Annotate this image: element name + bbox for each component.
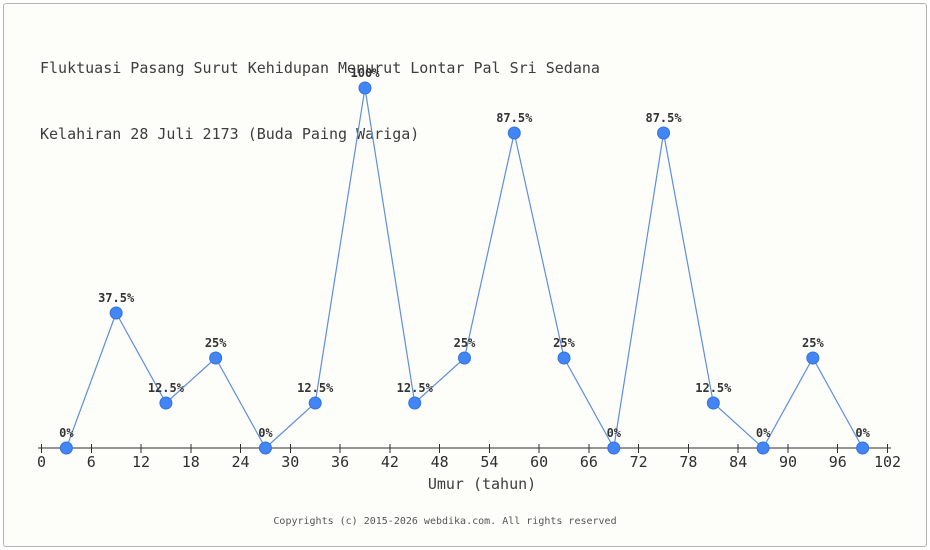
line-chart: 0 6 12 18 24 30 36 42 48 54 60 66 72 78 84 90 96 102 0% 37.… <box>37 66 901 471</box>
data-point <box>806 351 820 365</box>
x-tick-label: 6 <box>87 453 96 471</box>
data-point <box>706 396 720 410</box>
data-point-label: 0% <box>59 426 74 440</box>
x-tick-label: 78 <box>679 453 697 471</box>
data-point-label: 0% <box>855 426 870 440</box>
x-tick-label: 48 <box>431 453 449 471</box>
x-tick-label: 96 <box>829 453 847 471</box>
data-point <box>258 441 272 455</box>
data-point <box>856 441 870 455</box>
chart-title-line2: Kelahiran 28 Juli 2173 (Buda Paing Warig… <box>40 125 420 143</box>
x-tick-label: 102 <box>874 453 901 471</box>
data-point-label: 100% <box>351 66 381 80</box>
data-point-label: 87.5% <box>496 111 533 125</box>
data-point <box>657 126 671 140</box>
data-point <box>458 351 471 365</box>
data-point-label: 12.5% <box>148 381 185 395</box>
data-point <box>209 351 223 365</box>
data-point-label: 37.5% <box>98 291 135 305</box>
data-point-label: 12.5% <box>695 381 732 395</box>
chart-title-line1: Fluktuasi Pasang Surut Kehidupan Menurut… <box>40 59 600 77</box>
data-point-label: 25% <box>205 336 227 350</box>
data-point-label: 0% <box>756 426 771 440</box>
x-tick-label: 36 <box>331 453 349 471</box>
data-point <box>507 126 521 140</box>
x-tick-label: 24 <box>232 453 250 471</box>
x-tick-label: 54 <box>480 453 498 471</box>
copyright-text: Copyrights (c) 2015-2026 webdika.com. Al… <box>273 516 617 527</box>
x-tick-label: 66 <box>580 453 598 471</box>
x-tick-label: 12 <box>132 453 150 471</box>
data-point <box>358 81 372 95</box>
data-point-label: 87.5% <box>645 111 682 125</box>
data-point <box>607 441 621 455</box>
data-point-label: 12.5% <box>297 381 334 395</box>
x-tick-label: 90 <box>779 453 797 471</box>
data-point <box>59 441 73 455</box>
data-point-label: 25% <box>802 336 824 350</box>
data-point-label: 0% <box>258 426 273 440</box>
data-point <box>756 441 770 455</box>
x-tick-label: 42 <box>381 453 399 471</box>
chart-page: Fluktuasi Pasang Surut Kehidupan Menurut… <box>3 3 927 547</box>
data-point-label: 25% <box>553 336 575 350</box>
chart-title: Fluktuasi Pasang Surut Kehidupan Menurut… <box>40 13 600 189</box>
x-axis-label: Umur (tahun) <box>427 475 537 493</box>
data-point-label: 25% <box>454 336 476 350</box>
x-tick-label: 84 <box>729 453 747 471</box>
data-line <box>65 87 864 450</box>
data-point <box>109 306 123 320</box>
x-tick-label: 72 <box>630 453 648 471</box>
data-point <box>408 396 422 410</box>
data-point <box>557 351 571 365</box>
x-tick-label: 30 <box>281 453 299 471</box>
data-point <box>308 396 322 410</box>
data-point-label: 0% <box>607 426 622 440</box>
data-point <box>159 396 173 410</box>
data-point-label: 12.5% <box>397 381 434 395</box>
x-tick-label: 0 <box>37 453 46 471</box>
x-tick-label: 60 <box>530 453 548 471</box>
x-tick-label: 18 <box>182 453 200 471</box>
